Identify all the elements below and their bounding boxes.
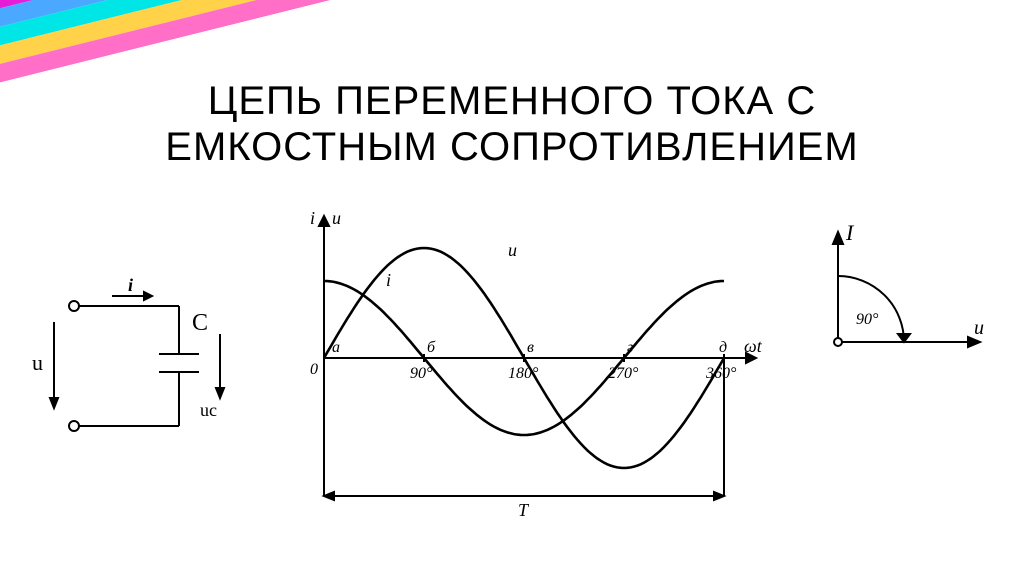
curve-u-label: u bbox=[508, 240, 517, 260]
waveform-plot: i u 0 ωt а б в г д 90° 180° 270° 360° u … bbox=[274, 206, 774, 536]
circuit-i-label: i bbox=[128, 276, 133, 295]
plot-u-axis-label: u bbox=[332, 208, 341, 228]
tick-b: б bbox=[427, 339, 436, 356]
tick-180: 180° bbox=[508, 365, 539, 382]
curve-i-label: i bbox=[386, 270, 391, 290]
circuit-uc-label: uс bbox=[200, 400, 217, 420]
phasor-i-label: I bbox=[845, 222, 855, 245]
period-label: T bbox=[518, 500, 530, 520]
phasor-u-label: u bbox=[974, 317, 984, 339]
title-line-2: ЕМКОСТНЫМ СОПРОТИВЛЕНИЕМ bbox=[0, 124, 1024, 170]
tick-a: а bbox=[332, 339, 340, 356]
tick-g: г bbox=[627, 339, 633, 356]
tick-270: 270° bbox=[608, 365, 639, 382]
plot-x-axis-label: ωt bbox=[744, 336, 763, 356]
phasor-angle-label: 90° bbox=[856, 311, 879, 328]
tick-90: 90° bbox=[410, 365, 433, 382]
title-line-1: ЦЕПЬ ПЕРЕМЕННОГО ТОКА С bbox=[0, 78, 1024, 124]
plot-i-axis-label: i bbox=[310, 208, 315, 228]
phasor-diagram: I u 90° bbox=[818, 222, 998, 372]
tick-v: в bbox=[527, 339, 534, 356]
plot-origin-label: 0 bbox=[310, 361, 318, 378]
circuit-diagram: i u C uс bbox=[24, 276, 234, 456]
circuit-c-label: C bbox=[192, 310, 208, 336]
slide-title: ЦЕПЬ ПЕРЕМЕННОГО ТОКА С ЕМКОСТНЫМ СОПРОТ… bbox=[0, 78, 1024, 170]
tick-360: 360° bbox=[705, 365, 737, 382]
circuit-u-label: u bbox=[32, 350, 43, 375]
tick-d: д bbox=[719, 339, 727, 356]
